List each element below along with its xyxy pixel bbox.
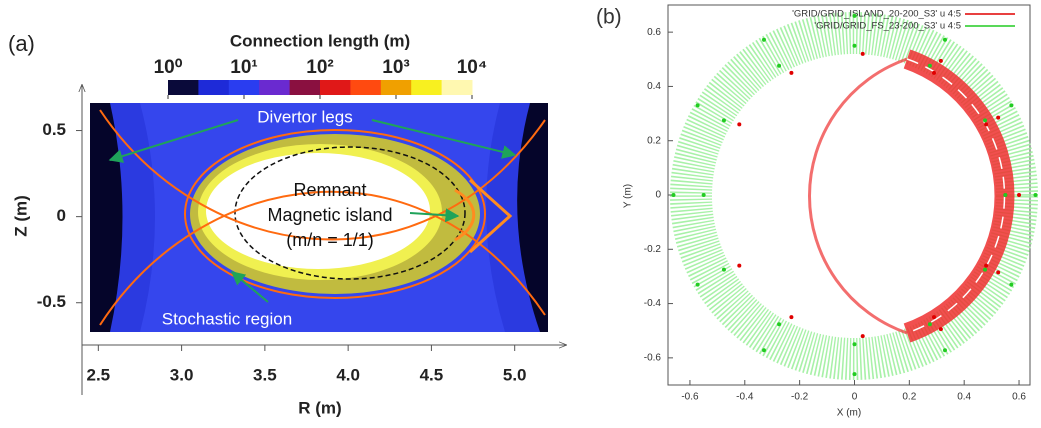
- colorbar-title: Connection length (m): [230, 31, 410, 50]
- colorbar-swatch: [320, 80, 351, 95]
- data-point: [942, 348, 947, 353]
- colorbar-swatch: [441, 80, 473, 95]
- data-point: [860, 334, 865, 339]
- x-tick-label: -0.6: [681, 392, 699, 403]
- colorbar-tick-label: 10¹: [230, 57, 257, 78]
- data-point: [777, 322, 782, 327]
- x-axis-label: X (m): [837, 408, 861, 419]
- x-axis-label: R (m): [298, 398, 341, 417]
- x-tick-label: -0.4: [736, 392, 754, 403]
- legend-label: 'GRID/GRID_FS_23-200_S3' u 4:5: [814, 21, 961, 32]
- x-tick-label: 5.0: [503, 365, 527, 384]
- data-point: [983, 267, 988, 272]
- y-tick-label: -0.2: [644, 244, 662, 255]
- x-tick-label: 4.5: [420, 365, 444, 384]
- data-point: [984, 122, 989, 127]
- colorbar-swatch: [350, 80, 382, 95]
- data-point: [852, 43, 857, 48]
- colorbar-tick-label: 10²: [306, 57, 333, 78]
- x-tick-label: 3.5: [253, 365, 277, 384]
- colorbar-swatch: [289, 80, 321, 95]
- data-point: [927, 63, 932, 68]
- colorbar-swatch: [259, 80, 291, 95]
- data-point: [852, 372, 857, 377]
- data-point: [852, 13, 857, 18]
- data-point: [1033, 193, 1038, 197]
- panel-a: (a) 2.5 3.0 3.5 4.0 4.5 5.0 0.5 0 -0.5 R (m) Z (m) C…: [8, 31, 566, 417]
- x-tick-label: -0.2: [791, 392, 809, 403]
- x-tick-label: 0: [852, 392, 858, 403]
- data-point: [927, 322, 932, 327]
- colorbar-tick-label: 10³: [382, 57, 409, 78]
- x-tick-label: 4.0: [336, 365, 360, 384]
- y-tick-label: 0.4: [647, 81, 661, 92]
- legend-label: 'GRID/GRID_ISLAND_20-200_S3' u 4:5: [792, 9, 961, 20]
- data-point: [737, 122, 742, 127]
- y-tick-label: 0.5: [42, 120, 66, 139]
- x-tick-label: 3.0: [170, 365, 194, 384]
- y-tick-label: -0.5: [37, 292, 66, 311]
- colorbar-tick-label: 10⁰: [154, 57, 183, 78]
- y-axis-label: Z (m): [11, 195, 30, 237]
- panel-label: (b): [596, 6, 622, 29]
- y-tick-label: 0: [57, 206, 66, 225]
- y-tick-label: 0: [655, 190, 661, 201]
- annotation-arrows: [108, 119, 517, 303]
- x-tick-label: 0.2: [902, 392, 916, 403]
- annotation: Divertor legs: [257, 107, 352, 126]
- plot-frame: [667, 4, 1031, 386]
- x-tick-label: 0.4: [957, 392, 971, 403]
- annotation: Magnetic island: [267, 205, 392, 225]
- data-point: [1017, 193, 1022, 197]
- panel-label: (a): [8, 31, 35, 56]
- colorbar-swatch: [380, 80, 412, 95]
- data-point: [932, 70, 937, 75]
- data-point: [938, 58, 943, 63]
- panel-b: (b) -0.6 -0.4 -0.2 0 0.2 0.4 0.6 0.6 0.4 0.2 0 -0.2 -…: [596, 4, 1038, 419]
- annotation: (m/n = 1/1): [286, 230, 374, 250]
- data-point: [983, 118, 988, 123]
- data-point: [996, 115, 1001, 120]
- y-tick-label: 0.2: [647, 135, 661, 146]
- data-point: [942, 37, 947, 42]
- data-point: [984, 263, 989, 268]
- y-axis-label: Y (m): [623, 184, 634, 208]
- data-point: [852, 342, 857, 347]
- data-point: [789, 70, 794, 75]
- colorbar-swatch: [198, 80, 230, 95]
- y-tick-label: -0.6: [644, 352, 662, 363]
- x-tick-label: 2.5: [87, 365, 111, 384]
- colorbar-swatch: [411, 80, 443, 95]
- y-tick-label: -0.4: [644, 298, 662, 309]
- data-point: [701, 193, 706, 197]
- connection-length-map: [90, 103, 548, 332]
- data-point: [938, 327, 943, 332]
- data-point: [695, 103, 700, 108]
- data-point: [737, 263, 742, 268]
- data-point: [721, 118, 726, 123]
- data-point: [1003, 193, 1008, 197]
- data-point: [860, 51, 865, 56]
- data-point: [932, 315, 937, 320]
- data-point: [721, 267, 726, 272]
- annotation: Stochastic region: [162, 309, 292, 328]
- x-tick-label: 0.6: [1012, 392, 1026, 403]
- annotation: Remnant: [293, 180, 366, 200]
- data-point: [671, 193, 676, 197]
- colorbar-swatch: [168, 80, 199, 95]
- y-tick-label: 0.6: [647, 27, 661, 38]
- data-point: [761, 37, 766, 42]
- data-point: [789, 315, 794, 320]
- data-point: [695, 282, 700, 287]
- data-point: [996, 270, 1001, 275]
- colorbar-tick-label: 10⁴: [457, 57, 488, 78]
- colorbar-swatch: [228, 80, 260, 95]
- data-point: [777, 63, 782, 68]
- data-point: [1009, 103, 1014, 108]
- data-point: [1009, 282, 1014, 287]
- data-point: [761, 348, 766, 353]
